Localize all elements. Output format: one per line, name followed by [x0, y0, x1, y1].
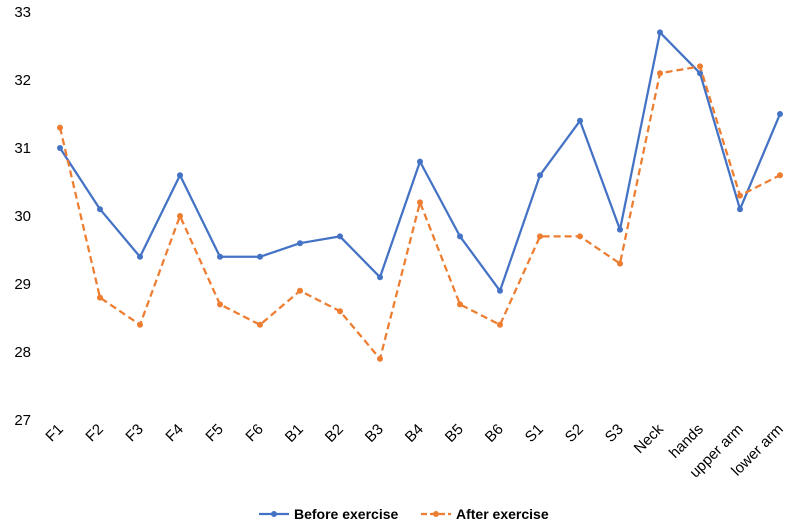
data-point — [657, 29, 663, 36]
legend: Before exercise After exercise — [259, 506, 549, 522]
legend-label: Before exercise — [294, 506, 399, 522]
data-point — [737, 192, 743, 199]
legend-marker — [433, 511, 439, 517]
x-tick-label: F5 — [202, 421, 226, 445]
x-tick-label: S2 — [562, 421, 587, 446]
y-tick-label: 31 — [14, 140, 31, 157]
data-point — [417, 158, 423, 165]
legend-marker — [271, 511, 277, 517]
data-point — [57, 145, 63, 151]
x-axis: F1 F2 F3 F4 F5 F6 B1 B2 B3 B4 B5 B6 S1 S2 S3 Neck handsu… — [42, 420, 786, 481]
data-point — [177, 172, 183, 179]
data-point — [577, 233, 583, 240]
data-point — [257, 321, 263, 328]
data-point — [217, 301, 223, 308]
x-tick-label: F1 — [42, 421, 66, 445]
data-point — [217, 253, 223, 260]
y-tick-label: 32 — [14, 72, 31, 89]
y-tick-label: 28 — [14, 344, 31, 361]
x-tick-label: F6 — [242, 421, 266, 445]
data-point — [737, 206, 743, 213]
series-layer — [57, 29, 783, 362]
data-point — [137, 321, 143, 328]
data-point — [537, 233, 543, 240]
x-tick-label: B3 — [362, 421, 387, 446]
data-point — [497, 287, 503, 294]
y-axis: 27 28 29 30 31 32 33 — [14, 4, 31, 429]
data-point — [377, 355, 383, 362]
data-point — [697, 70, 703, 77]
data-point — [657, 70, 663, 77]
x-tick-label: Neck — [631, 420, 668, 457]
y-tick-label: 29 — [14, 276, 31, 293]
data-point — [457, 233, 463, 240]
x-tick-label: S1 — [522, 421, 547, 446]
x-tick-label: F3 — [122, 421, 146, 445]
data-point — [417, 199, 423, 206]
series-line — [58, 65, 781, 360]
x-tick-label: F4 — [162, 421, 186, 445]
data-point — [537, 172, 543, 179]
x-tick-label: S3 — [602, 421, 627, 446]
data-point — [777, 172, 783, 179]
data-point — [697, 63, 703, 70]
data-point — [377, 274, 383, 281]
data-point — [97, 294, 103, 301]
data-point — [497, 321, 503, 328]
data-point — [177, 213, 183, 219]
series-before-exercise — [57, 29, 783, 294]
data-point — [337, 233, 343, 240]
x-tick-label: B6 — [482, 421, 507, 446]
data-point — [617, 226, 623, 233]
legend-label: After exercise — [456, 506, 549, 522]
y-tick-label: 27 — [14, 412, 31, 429]
data-point — [777, 111, 783, 117]
x-tick-label: B2 — [322, 421, 347, 446]
x-tick-label: F2 — [82, 421, 106, 445]
data-point — [577, 117, 583, 124]
y-tick-label: 30 — [14, 208, 31, 225]
x-tick-label: B1 — [282, 421, 307, 446]
data-point — [297, 287, 303, 294]
series-after-exercise — [57, 63, 783, 362]
data-point — [617, 260, 623, 267]
data-point — [57, 124, 63, 131]
x-tick-label: B4 — [402, 421, 427, 446]
data-point — [297, 240, 303, 247]
data-point — [257, 253, 263, 260]
x-tick-label: B5 — [442, 421, 467, 446]
y-tick-label: 33 — [14, 4, 31, 21]
data-point — [337, 308, 343, 315]
data-point — [457, 301, 463, 308]
data-point — [97, 206, 103, 213]
data-point — [137, 253, 143, 260]
